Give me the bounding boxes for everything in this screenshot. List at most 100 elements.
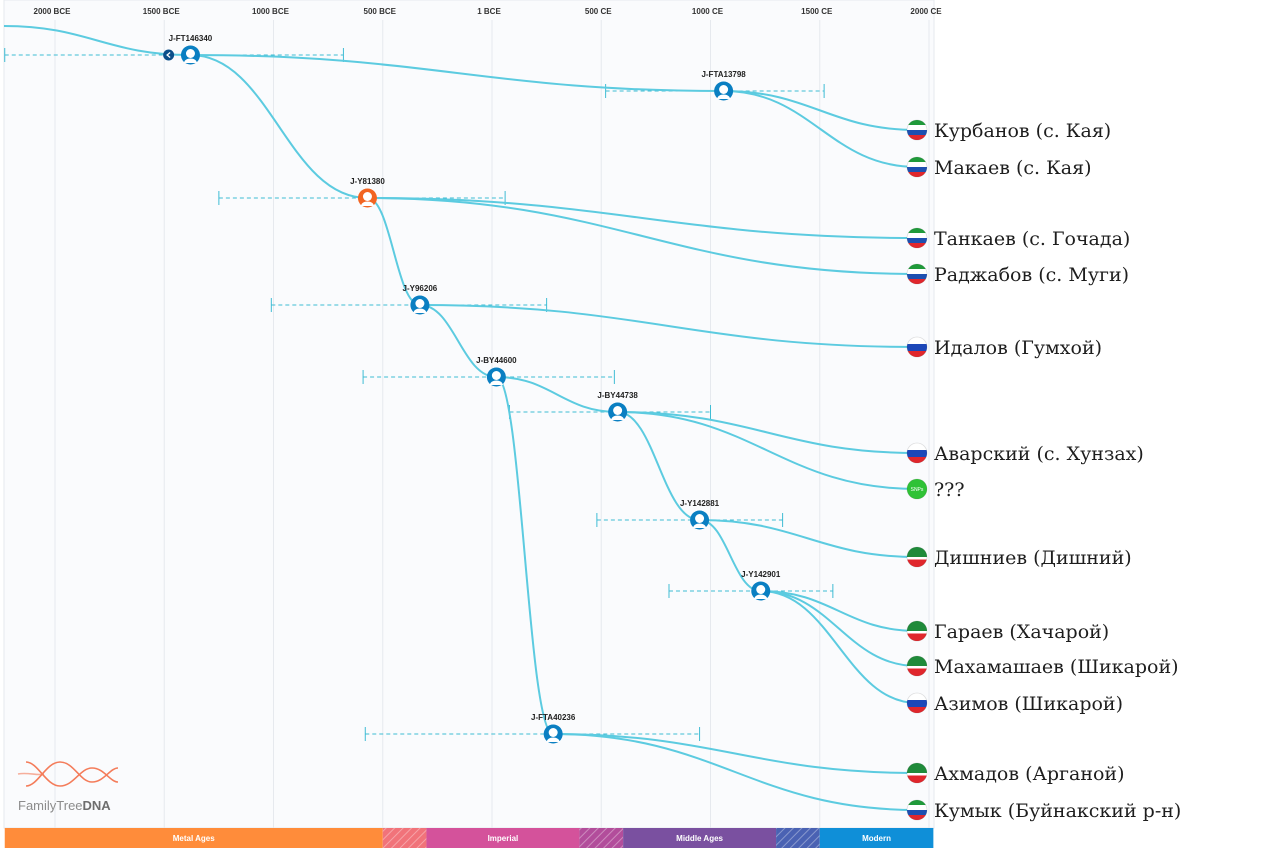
node-label: J-Y142881 [680,499,720,508]
leaf-entry[interactable]: Гараев (Хачарой) [906,620,1109,643]
person-head-icon [185,49,195,58]
node-label: J-FT146340 [169,34,213,43]
dagestan-flag-icon [907,264,927,284]
chechnya-flag-icon [907,547,927,567]
leaf-entry[interactable]: Дишниев (Дишний) [906,546,1132,569]
root-marker [163,49,175,61]
dagestan-flag-icon [907,800,927,820]
leaf-entry[interactable]: Раджабов (с. Муги) [906,263,1129,286]
leaf-branch-line [699,519,918,558]
unknown-flag-icon: SNPs [907,479,927,499]
era-segment: Middle Ages [623,828,777,848]
person-head-icon [548,728,558,737]
familytreedna-logo: FamilyTreeDNA [17,761,119,813]
russia-flag-icon [907,443,927,463]
leaf-label: Дишниев (Дишний) [934,547,1132,569]
leaf-entry[interactable]: Махамашаев (Шикарой) [906,655,1179,678]
era-rect [426,828,580,848]
era-rect [623,828,777,848]
node-label: J-BY44738 [597,391,638,400]
branch-line [495,376,554,735]
person-head-icon [415,299,425,308]
era-segment [382,828,427,848]
russia-flag-icon [907,337,927,357]
snp-badge-label: SNPs [911,487,924,493]
leaf-branch-line [760,590,918,704]
haplogroup-node[interactable]: J-BY44738 [597,391,638,422]
leaf-entry[interactable]: Кумык (Буйнакский р-н) [906,799,1181,822]
era-hatch [579,828,624,848]
leaf-entry[interactable]: Танкаев (с. Гочада) [906,227,1130,250]
leaf-label: Кумык (Буйнакский р-н) [934,800,1181,822]
branch-line [3,25,191,56]
leaf-entries: Курбанов (с. Кая) Макаев (с. Кая) Танкаев … [906,119,1181,822]
logo-text-light: FamilyTree [18,798,83,813]
node-label: J-Y142901 [741,570,781,579]
chechnya-flag-icon [907,656,927,676]
era-label: Middle Ages [676,834,723,843]
tick-label: 1000 CE [692,7,724,16]
leaf-label: Аварский (с. Хунзах) [934,443,1144,465]
chechnya-flag-icon [907,763,927,783]
haplogroup-node[interactable]: J-Y142901 [741,570,781,601]
leaf-entry[interactable]: Азимов (Шикарой) [906,692,1123,715]
gridlines [54,20,930,828]
node-label: J-FTA13798 [701,70,746,79]
person-head-icon [362,192,372,201]
era-hatch [776,828,820,848]
leaf-branch-line [367,197,918,275]
person-head-icon [613,406,623,415]
chechnya-flag-icon [907,621,927,641]
leaf-branch-line [723,90,918,131]
person-body-icon [183,58,197,63]
haplogroup-node[interactable]: J-Y96206 [403,284,438,315]
leaf-entry[interactable]: Аварский (с. Хунзах) [906,442,1144,465]
tick-label: 1000 BCE [252,7,290,16]
leaf-label: Макаев (с. Кая) [934,157,1092,179]
logo-text-bold: DNA [83,798,112,813]
haplogroup-node[interactable]: J-FT146340 [169,34,213,65]
leaf-entry[interactable]: Идалов (Гумхой) [906,336,1102,359]
person-body-icon [546,737,560,742]
haplogroup-node[interactable]: J-FTA13798 [701,70,746,101]
tick-label: 1500 CE [801,7,833,16]
leaf-entry[interactable]: Курбанов (с. Кая) [906,119,1111,142]
leaf-label: Махамашаев (Шикарой) [934,656,1179,678]
chevron-left-icon [166,52,171,58]
leaf-branch-line [617,411,918,454]
person-head-icon [695,514,705,523]
leaf-branch-line [367,197,918,239]
haplogroup-node[interactable]: J-FTA40236 [531,713,576,744]
branch-line [617,411,700,521]
person-body-icon [611,415,625,420]
person-head-icon [719,85,729,94]
leaf-branch-line [617,411,918,490]
leaf-branch-line [723,90,918,168]
haplogroup-node[interactable]: J-Y142881 [680,499,720,530]
haplogroup-node[interactable]: J-Y81380 [350,177,385,208]
node-label: J-Y96206 [403,284,438,293]
person-body-icon [754,594,768,599]
tick-label: 1500 BCE [143,7,181,16]
tick-label: 500 CE [585,7,612,16]
branch-line [496,376,618,413]
leaf-entry[interactable]: SNPs??? [906,478,965,501]
haplogroup-node[interactable]: J-BY44600 [476,356,517,387]
leaf-entry[interactable]: Ахмадов (Арганой) [906,762,1125,785]
svg-text:FamilyTreeDNA: FamilyTreeDNA [18,798,111,813]
russia-flag-icon [907,693,927,713]
person-body-icon [489,380,503,385]
leaf-entry[interactable]: Макаев (с. Кая) [906,156,1092,179]
leaf-branch-line [760,590,918,632]
era-segment: Imperial [426,828,580,848]
leaf-label: Курбанов (с. Кая) [934,120,1111,142]
person-body-icon [413,308,427,313]
leaf-branch-line [419,304,918,348]
tick-label: 1 BCE [477,7,501,16]
tick-label: 2000 CE [910,7,942,16]
era-label: Metal Ages [173,834,215,843]
leaf-label: Гараев (Хачарой) [934,621,1109,643]
leaf-branch-line [760,590,918,667]
branch-line [190,54,368,199]
